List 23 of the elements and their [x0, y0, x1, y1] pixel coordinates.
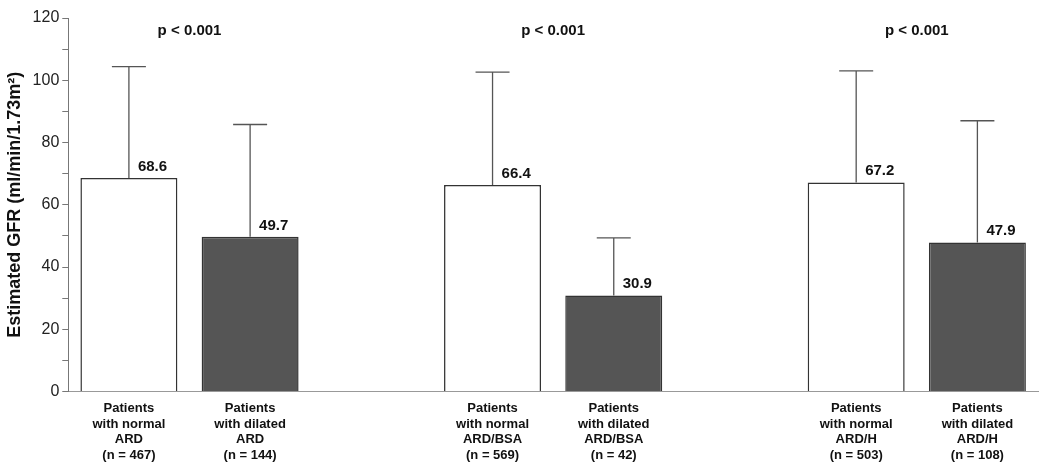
- x-tick-label: Patients with dilated ARD/H (n = 108): [940, 399, 1014, 462]
- x-tick-label: Patients with normal ARD/BSA (n = 569): [455, 399, 530, 462]
- x-tick-label: Patients with normal ARD (n = 467): [91, 399, 166, 462]
- data-label: 67.2: [865, 161, 895, 179]
- x-tick-label: Patients with dilated ARD/BSA (n = 42): [577, 399, 650, 462]
- data-label: 30.9: [622, 274, 652, 292]
- y-tick-label: 100: [32, 70, 60, 88]
- data-label: 68.6: [137, 156, 168, 174]
- y-tick-label: 20: [41, 319, 60, 337]
- y-tick-label: 40: [41, 257, 60, 275]
- x-tick-label: Patients with normal ARD/H (n = 503): [818, 399, 893, 462]
- data-label: 49.7: [259, 215, 289, 233]
- data-label: 47.9: [986, 221, 1016, 239]
- y-tick-label: 120: [32, 8, 60, 26]
- x-tick-label: Patients with dilated ARD (n = 144): [213, 399, 286, 462]
- annotation: p < 0.001: [157, 21, 222, 39]
- y-tick-label: 80: [41, 132, 60, 150]
- y-tick-label: 0: [50, 382, 60, 400]
- annotation: p < 0.001: [884, 21, 949, 39]
- data-label: 66.4: [501, 163, 532, 181]
- y-tick-label: 60: [41, 195, 60, 213]
- annotation: p < 0.001: [521, 21, 586, 39]
- y-axis-title: Estimated GFR (ml/min/1.73m²): [3, 71, 24, 338]
